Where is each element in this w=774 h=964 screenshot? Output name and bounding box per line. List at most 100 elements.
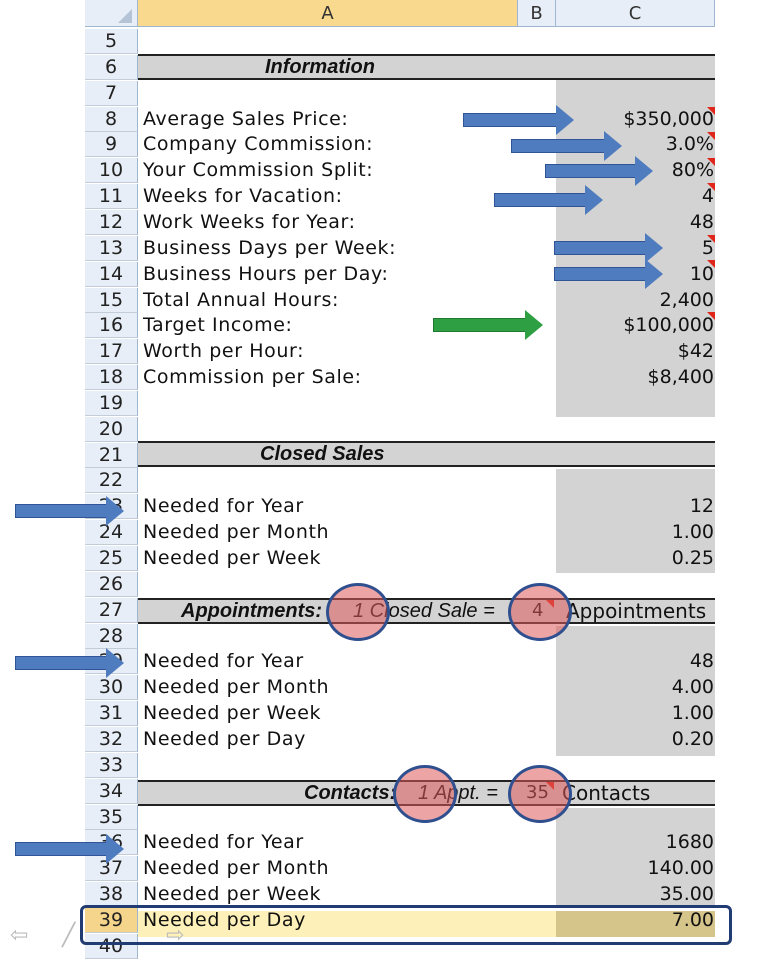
cell-value[interactable]: $8,400 xyxy=(647,366,714,389)
row-header[interactable]: 31 xyxy=(85,701,138,727)
appointments-values-fill xyxy=(556,626,715,756)
cell-value[interactable]: 1680 xyxy=(665,831,714,854)
row-header[interactable]: 11 xyxy=(85,184,138,210)
row-header[interactable]: 30 xyxy=(85,675,138,701)
column-header-a[interactable]: A xyxy=(138,0,518,27)
cell-value[interactable]: 80% xyxy=(671,159,714,182)
contacts-values-fill xyxy=(556,808,715,906)
cell-value[interactable]: 7.00 xyxy=(671,908,714,931)
row-header[interactable]: 14 xyxy=(85,261,138,287)
cell-value[interactable]: 140.00 xyxy=(647,857,714,880)
cell-label[interactable]: Worth per Hour: xyxy=(143,340,305,363)
row-header[interactable]: 13 xyxy=(85,235,138,261)
annotation-circle xyxy=(508,765,572,823)
cell-value[interactable]: 1.00 xyxy=(671,521,714,544)
cell-value[interactable]: 2,400 xyxy=(659,288,714,311)
appointments-tail-text: Appointments xyxy=(566,599,707,623)
comment-marker[interactable] xyxy=(707,107,715,115)
cell-label[interactable]: Needed per Month xyxy=(143,521,330,544)
cell-value[interactable]: $42 xyxy=(677,340,714,363)
cell-value[interactable]: $350,000 xyxy=(623,107,714,130)
slide-menu-icon[interactable]: ╱ xyxy=(62,923,76,948)
annotation-circle xyxy=(326,583,390,641)
cell-label[interactable]: Company Commission: xyxy=(143,133,374,156)
row-header[interactable]: 21 xyxy=(85,442,138,468)
row-header[interactable]: 18 xyxy=(85,365,138,391)
cell-label[interactable]: Business Days per Week: xyxy=(143,236,397,259)
row-header[interactable]: 5 xyxy=(85,29,138,54)
row-header[interactable]: 27 xyxy=(85,597,138,623)
comment-marker[interactable] xyxy=(707,158,715,166)
cell-value[interactable]: 3.0% xyxy=(665,133,714,156)
row-header[interactable]: 6 xyxy=(85,54,138,80)
cell-label[interactable]: Average Sales Price: xyxy=(143,107,349,130)
cell-label[interactable]: Needed per Day xyxy=(143,908,306,931)
cell-label[interactable]: Business Hours per Day: xyxy=(143,262,389,285)
row-header[interactable]: 40 xyxy=(85,933,138,959)
cell-label[interactable]: Needed for Year xyxy=(143,831,304,854)
cell-label[interactable]: Needed per Week xyxy=(143,883,322,906)
cell-value[interactable]: $100,000 xyxy=(623,314,714,337)
cell-value[interactable]: 1.00 xyxy=(671,702,714,725)
cell-label[interactable]: Needed per Week xyxy=(143,547,322,569)
cell-value[interactable]: 48 xyxy=(689,210,714,233)
row-header[interactable]: 15 xyxy=(85,287,138,313)
section-information-header: Information xyxy=(138,54,715,80)
comment-marker[interactable] xyxy=(707,312,715,320)
row-header[interactable]: 22 xyxy=(85,468,138,494)
contacts-title: Contacts: xyxy=(304,782,397,804)
cell-value[interactable]: 0.25 xyxy=(671,547,714,569)
cell-value[interactable]: 48 xyxy=(689,650,714,673)
row-header[interactable]: 7 xyxy=(85,80,138,106)
row-header[interactable]: 39 xyxy=(85,907,138,933)
row-header[interactable]: 20 xyxy=(85,416,138,442)
cell-label[interactable]: Your Commission Split: xyxy=(143,159,374,182)
cell-label[interactable]: Needed for Year xyxy=(143,650,304,673)
cell-label[interactable]: Needed for Year xyxy=(143,495,304,518)
cell-value[interactable]: 4.00 xyxy=(671,676,714,699)
comment-marker[interactable] xyxy=(707,132,715,140)
comment-marker[interactable] xyxy=(707,260,715,268)
row-header[interactable]: 19 xyxy=(85,390,138,416)
column-header-b[interactable]: B xyxy=(518,0,556,27)
cell-label[interactable]: Total Annual Hours: xyxy=(143,288,339,311)
row-header[interactable]: 8 xyxy=(85,106,138,132)
cell-label[interactable]: Needed per Week xyxy=(143,702,322,725)
next-slide-icon[interactable]: ⇨ xyxy=(166,923,185,948)
section-appointments-header: Appointments: 1 Closed Sale = 4 Appointm… xyxy=(138,598,715,624)
row-header[interactable]: 9 xyxy=(85,132,138,158)
cell-value[interactable]: 35.00 xyxy=(659,883,714,906)
row-header[interactable]: 33 xyxy=(85,752,138,778)
section-information-title: Information xyxy=(265,56,375,78)
cell-value[interactable]: 0.20 xyxy=(671,727,714,750)
cell-label[interactable]: Needed per Month xyxy=(143,676,330,699)
annotation-circle xyxy=(393,765,457,823)
cell-label[interactable]: Work Weeks for Year: xyxy=(143,210,356,233)
row-header[interactable]: 16 xyxy=(85,313,138,339)
row-header[interactable]: 10 xyxy=(85,158,138,184)
row-header[interactable]: 17 xyxy=(85,339,138,365)
row-header[interactable]: 35 xyxy=(85,804,138,830)
row-header[interactable]: 32 xyxy=(85,726,138,752)
section-closed-sales-header: Closed Sales xyxy=(138,441,715,467)
cell-label[interactable]: Target Income: xyxy=(143,314,293,337)
cell-label[interactable]: Needed per Month xyxy=(143,857,330,880)
cell-label[interactable]: Commission per Sale: xyxy=(143,366,362,389)
cell-value[interactable]: 10 xyxy=(689,262,714,285)
column-header-c[interactable]: C xyxy=(556,0,715,27)
row-header[interactable]: 38 xyxy=(85,882,138,908)
row-39-value-fill xyxy=(556,911,715,937)
row-header[interactable]: 26 xyxy=(85,571,138,597)
row-header[interactable]: 12 xyxy=(85,209,138,235)
cell-label[interactable]: Needed per Day xyxy=(143,727,306,750)
row-header[interactable]: 28 xyxy=(85,623,138,649)
cell-label[interactable]: Weeks for Vacation: xyxy=(143,185,343,208)
comment-marker[interactable] xyxy=(707,235,715,243)
row-header[interactable]: 34 xyxy=(85,778,138,804)
row-header[interactable]: 25 xyxy=(85,546,138,571)
cell-value[interactable]: 12 xyxy=(689,495,714,518)
contacts-tail-text: Contacts xyxy=(562,781,651,805)
annotation-circle xyxy=(508,583,572,641)
previous-slide-icon[interactable]: ⇦ xyxy=(10,923,29,948)
comment-marker[interactable] xyxy=(707,183,715,191)
